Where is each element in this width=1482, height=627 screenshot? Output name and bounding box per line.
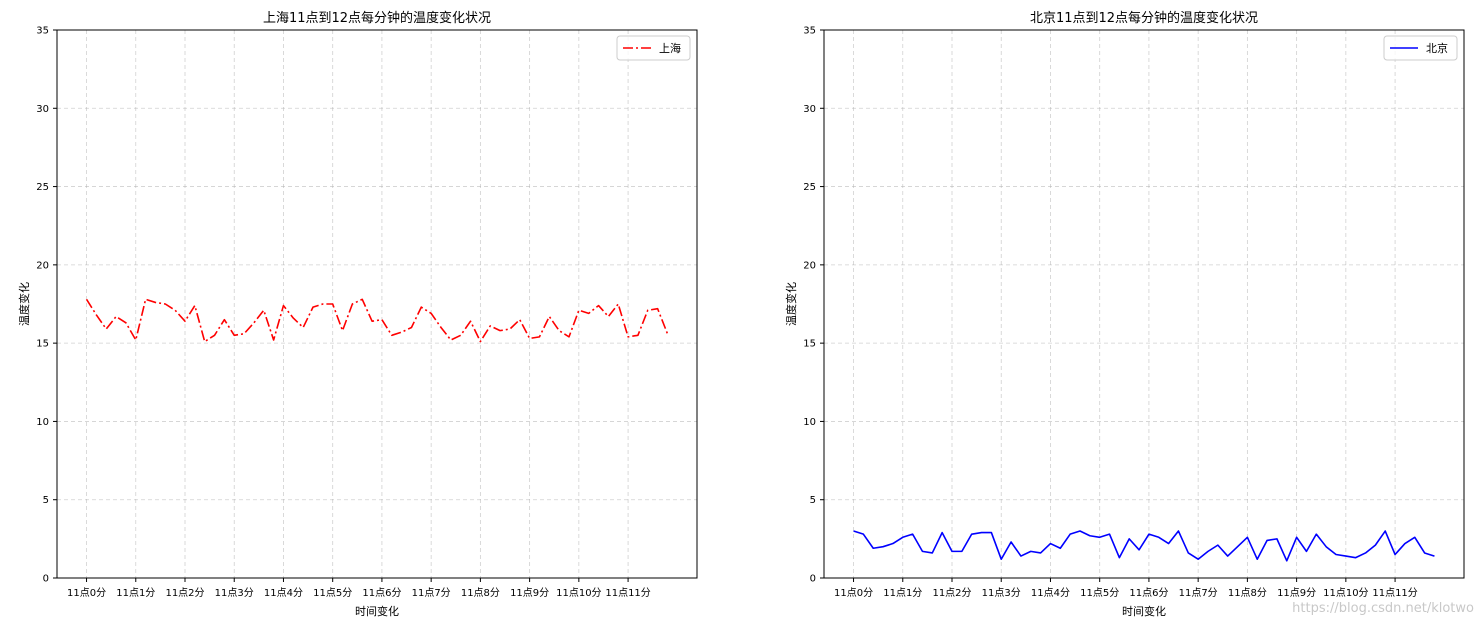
y-tick-label: 35 [803,26,816,37]
x-axis-ticks: 11点0分 11点1分 11点2分 11点3分 11点4分 11点5分 11点6分 11点7分… [834,578,1418,599]
legend: 北京 [1383,35,1458,61]
x-tick-label: 11点3分 [215,587,254,599]
y-axis-title: 温度变化 [17,282,31,326]
x-tick-label: 11点3分 [982,587,1021,599]
y-axis-title: 温度变化 [784,282,798,326]
x-tick-label: 11点6分 [1129,587,1168,599]
y-tick-label: 10 [803,417,816,428]
watermark-text: https://blog.csdn.net/klotwo [1292,601,1474,616]
x-tick-label: 11点2分 [932,587,971,599]
grid-lines [57,29,697,579]
plot-area-frame [823,29,1465,579]
grid-lines [824,29,1464,579]
x-tick-label: 11点6分 [362,587,401,599]
x-tick-label: 11点0分 [834,587,873,599]
x-tick-label: 11点4分 [264,587,303,599]
y-tick-label: 15 [36,339,49,350]
legend-box [616,35,691,61]
y-tick-label: 0 [810,574,816,585]
x-tick-label: 11点5分 [1080,587,1119,599]
y-tick-label: 25 [36,182,49,193]
y-tick-label: 20 [36,260,49,271]
legend-box [1383,35,1458,61]
series-line-group [85,298,669,343]
y-tick-label: 0 [43,574,49,585]
y-tick-label: 30 [36,104,49,115]
series-line-group [853,530,1435,562]
x-tick-label: 11点11分 [605,587,650,599]
series-line-beijing [853,530,1435,562]
x-tick-label: 11点11分 [1372,587,1417,599]
x-axis-ticks: 11点0分 11点1分 11点2分 11点3分 11点4分 11点5分 11点6分 11点7分… [67,578,651,599]
y-axis-ticks: 0 5 10 15 20 25 30 35 [803,26,824,585]
y-axis-ticks: 0 5 10 15 20 25 30 35 [36,26,57,585]
chart-title: 上海11点到12点每分钟的温度变化状况 [263,10,491,26]
y-tick-label: 5 [810,495,816,506]
x-tick-label: 11点9分 [1277,587,1316,599]
y-tick-label: 35 [36,26,49,37]
x-tick-label: 11点2分 [165,587,204,599]
x-axis-title: 时间变化 [355,604,399,618]
x-tick-label: 11点0分 [67,587,106,599]
y-tick-label: 20 [803,260,816,271]
legend-label: 北京 [1426,41,1448,55]
x-tick-label: 11点9分 [510,587,549,599]
series-line-shanghai [85,298,669,343]
x-tick-label: 11点7分 [412,587,451,599]
x-tick-label: 11点7分 [1179,587,1218,599]
x-tick-label: 11点1分 [883,587,922,599]
x-tick-label: 11点5分 [313,587,352,599]
y-tick-label: 25 [803,182,816,193]
x-tick-label: 11点10分 [1323,587,1368,599]
x-tick-label: 11点8分 [1228,587,1267,599]
x-axis-title: 时间变化 [1122,604,1166,618]
chart-panel-beijing: 0 5 10 15 20 25 30 35 11点0分 11点1分 11点2分 11点3分 11点4分… [784,10,1465,618]
chart-title: 北京11点到12点每分钟的温度变化状况 [1030,10,1258,26]
y-tick-label: 30 [803,104,816,115]
y-tick-label: 10 [36,417,49,428]
y-tick-label: 15 [803,339,816,350]
legend: 上海 [616,35,691,61]
x-tick-label: 11点8分 [461,587,500,599]
y-tick-label: 5 [43,495,49,506]
chart-panel-shanghai: 0 5 10 15 20 25 30 35 11点0分 11点1分 11点2分 11点3分 11点4分… [17,10,698,618]
x-tick-label: 11点10分 [556,587,601,599]
plot-area-frame [56,29,698,579]
x-tick-label: 11点1分 [116,587,155,599]
x-tick-label: 11点4分 [1031,587,1070,599]
legend-label: 上海 [659,41,681,55]
